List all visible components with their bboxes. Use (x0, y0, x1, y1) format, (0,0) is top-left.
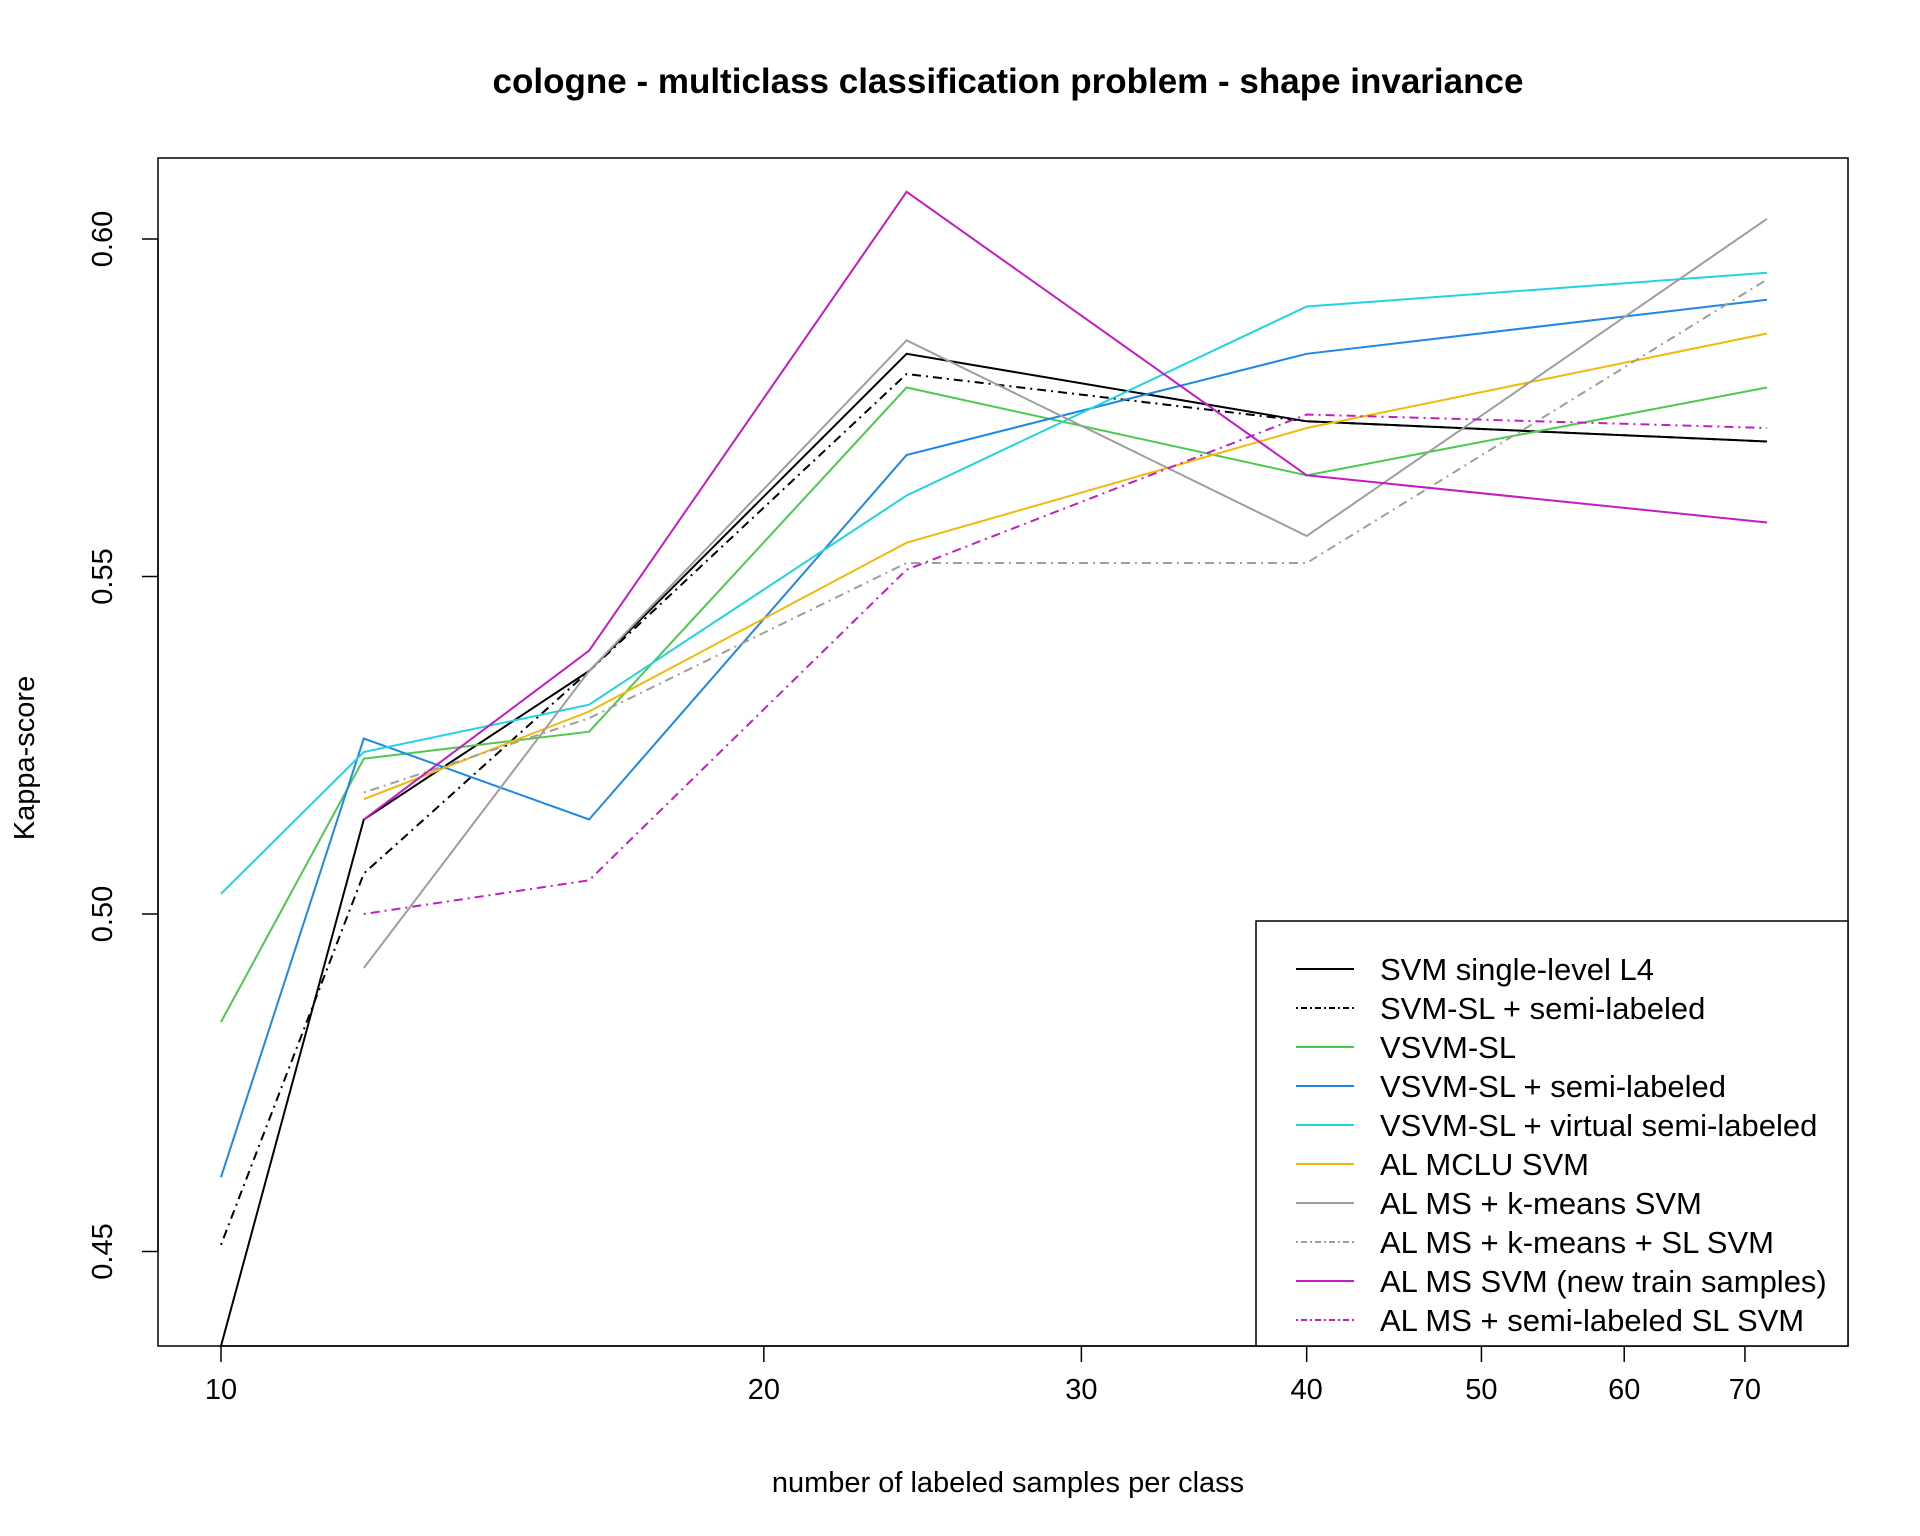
x-tick-label: 30 (1065, 1374, 1097, 1406)
legend-box (1255, 920, 1849, 1347)
series-line-10 (363, 413, 1768, 915)
legend-label: VSVM-SL (1380, 1030, 1516, 1065)
series-line-9 (363, 190, 1768, 821)
series-line-6 (363, 332, 1768, 801)
legend-label: AL MS + k-means SVM (1380, 1186, 1702, 1221)
series-layer (220, 190, 1768, 1347)
legend-label: AL MS + semi-labeled SL SVM (1380, 1303, 1804, 1338)
x-axis-label: number of labeled samples per class (772, 1467, 1244, 1499)
series-line-7 (363, 217, 1768, 969)
x-tick-label: 60 (1608, 1374, 1640, 1406)
legend: SVM single-level L4 SVM-SL + semi-labeled… (1255, 920, 1849, 1347)
series-line-2 (220, 372, 1768, 1246)
y-tick-label: 0.50 (87, 886, 119, 942)
x-tick-label: 10 (205, 1374, 237, 1406)
series-line-3 (220, 386, 1768, 1023)
legend-label: VSVM-SL + virtual semi-labeled (1380, 1108, 1817, 1143)
x-tick-label: 70 (1729, 1374, 1761, 1406)
x-tick-label: 20 (748, 1374, 780, 1406)
x-tick-label: 50 (1465, 1374, 1497, 1406)
legend-label: VSVM-SL + semi-labeled (1380, 1069, 1726, 1104)
legend-label: AL MS SVM (new train samples) (1380, 1264, 1827, 1299)
y-tick-label: 0.45 (87, 1223, 119, 1279)
series-line-4 (220, 298, 1768, 1178)
legend-label: AL MS + k-means + SL SVM (1380, 1225, 1774, 1260)
y-axis: 0.45 0.50 0.55 0.60 (87, 211, 159, 1280)
series-line-5 (220, 271, 1768, 895)
y-tick-label: 0.55 (87, 548, 119, 604)
legend-label: AL MCLU SVM (1380, 1147, 1589, 1182)
legend-label: SVM-SL + semi-labeled (1380, 991, 1705, 1026)
x-tick-label: 40 (1291, 1374, 1323, 1406)
y-tick-label: 0.60 (87, 211, 119, 267)
series-line-1 (220, 352, 1768, 1347)
legend-label: SVM single-level L4 (1380, 952, 1654, 987)
series-line-8 (363, 278, 1768, 794)
y-axis-label: Kappa-score (9, 676, 41, 840)
chart-title: cologne - multiclass classification prob… (493, 62, 1524, 101)
